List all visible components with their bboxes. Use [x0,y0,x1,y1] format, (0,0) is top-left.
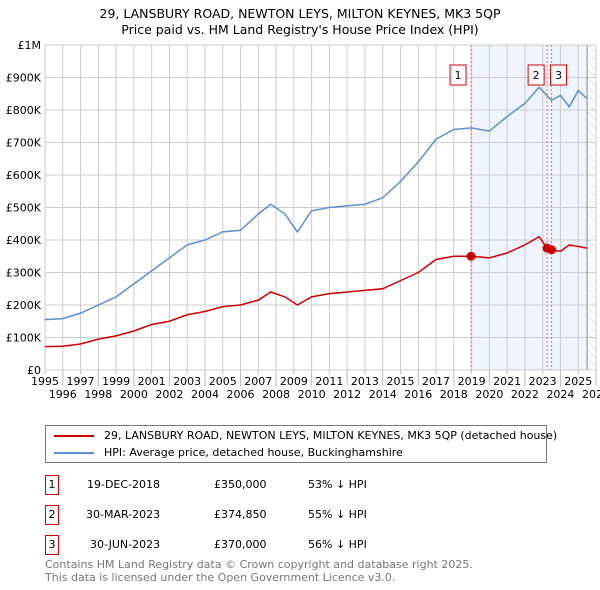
sale-hpi: 56% ↓ HPI [308,538,367,551]
footer: Contains HM Land Registry data © Crown c… [45,558,473,584]
sale-marker-label-box [449,64,467,86]
y-tick-label: £100K [6,332,42,345]
legend-property: 29, LANSBURY ROAD, NEWTON LEYS, MILTON K… [104,429,558,442]
x-tick-label: 2019 [458,375,486,388]
y-tick-label: £300K [6,267,42,280]
sale-marker-label: 2 [533,69,540,82]
x-tick-label: 2022 [511,388,539,401]
x-tick-label: 2016 [404,388,432,401]
x-tick-label: 1998 [84,388,112,401]
y-tick-label: £800K [6,104,42,117]
x-tick-label: 2008 [262,388,290,401]
sale-date: 30-MAR-2023 [86,508,161,521]
y-tick-label: £500K [6,202,42,215]
x-tick-label: 2023 [529,375,557,388]
series-line [44,235,588,348]
legend-hpi: HPI: Average price, detached house, Buck… [104,446,403,459]
legend-blue-line [54,451,94,454]
x-tick-label: 2011 [315,375,343,388]
x-tick-label: 1999 [102,375,130,388]
price-chart: 1995199619971998199920002001200220032004… [6,39,600,401]
y-tick-label: £200K [6,299,42,312]
sale-price: £370,000 [214,538,267,551]
x-tick-label: 2013 [351,375,379,388]
series-line [44,86,588,321]
sale-point [466,251,476,261]
sale-marker-label: 1 [455,69,462,82]
x-tick-label: 2014 [369,388,397,401]
x-tick-label: 2020 [475,388,503,401]
legend: 29, LANSBURY ROAD, NEWTON LEYS, MILTON K… [45,425,557,463]
x-tick-label: 2025 [564,375,592,388]
y-tick-label: £600K [6,169,42,182]
sale-hpi: 53% ↓ HPI [308,478,367,491]
x-tick-label: 2015 [386,375,414,388]
chart-subtitle: Price paid vs. HM Land Registry's House … [121,22,479,37]
footer-licence: This data is licensed under the Open Gov… [45,571,396,584]
sale-point [547,245,557,255]
x-tick-label: 2005 [209,375,237,388]
x-tick-label: 2001 [138,375,166,388]
sale-date: 30-JUN-2023 [90,538,161,551]
y-tick-label: £0 [27,364,41,377]
sale-marker-box: 3 [45,535,59,555]
x-tick-label: 2004 [191,388,219,401]
x-tick-label: 2024 [546,388,574,401]
x-tick-label: 2003 [173,375,201,388]
sale-price: £350,000 [214,478,267,491]
x-tick-label: 2010 [298,388,326,401]
x-tick-label: 1997 [67,375,95,388]
x-tick-label: 2000 [120,388,148,401]
chart-title: 29, LANSBURY ROAD, NEWTON LEYS, MILTON K… [99,6,501,21]
x-tick-label: 1996 [49,388,77,401]
sale-date: 19-DEC-2018 [87,478,161,491]
x-tick-label: 2017 [422,375,450,388]
sale-marker-label-box [527,64,545,86]
sale-marker-box: 1 [45,475,59,495]
x-tick-label: 2026 [582,388,600,401]
x-tick-label: 2002 [155,388,183,401]
footer-copyright: Contains HM Land Registry data © Crown c… [45,558,473,571]
x-tick-label: 2021 [493,375,521,388]
sale-row: 2 30-MAR-2023 £374,850 55% ↓ HPI [45,505,545,525]
legend-red-line [54,434,94,437]
plot-border [44,44,597,371]
sale-marker-label-box [550,64,568,86]
y-tick-label: £400K [6,234,42,247]
y-tick-label: £900K [6,72,42,85]
y-tick-label: £1M [18,39,42,52]
sale-hpi: 55% ↓ HPI [308,508,367,521]
y-tick-label: £700K [6,137,42,150]
sale-row: 1 19-DEC-2018 £350,000 53% ↓ HPI [45,475,545,495]
x-tick-label: 2009 [280,375,308,388]
sale-row: 3 30-JUN-2023 £370,000 56% ↓ HPI [45,535,545,555]
sale-marker-box: 2 [45,505,59,525]
x-tick-label: 2006 [227,388,255,401]
sale-marker-label: 3 [555,69,562,82]
x-tick-label: 1995 [31,375,59,388]
x-tick-label: 2012 [333,388,361,401]
sale-price: £374,850 [214,508,267,521]
x-tick-label: 2018 [440,388,468,401]
x-tick-label: 2007 [244,375,272,388]
